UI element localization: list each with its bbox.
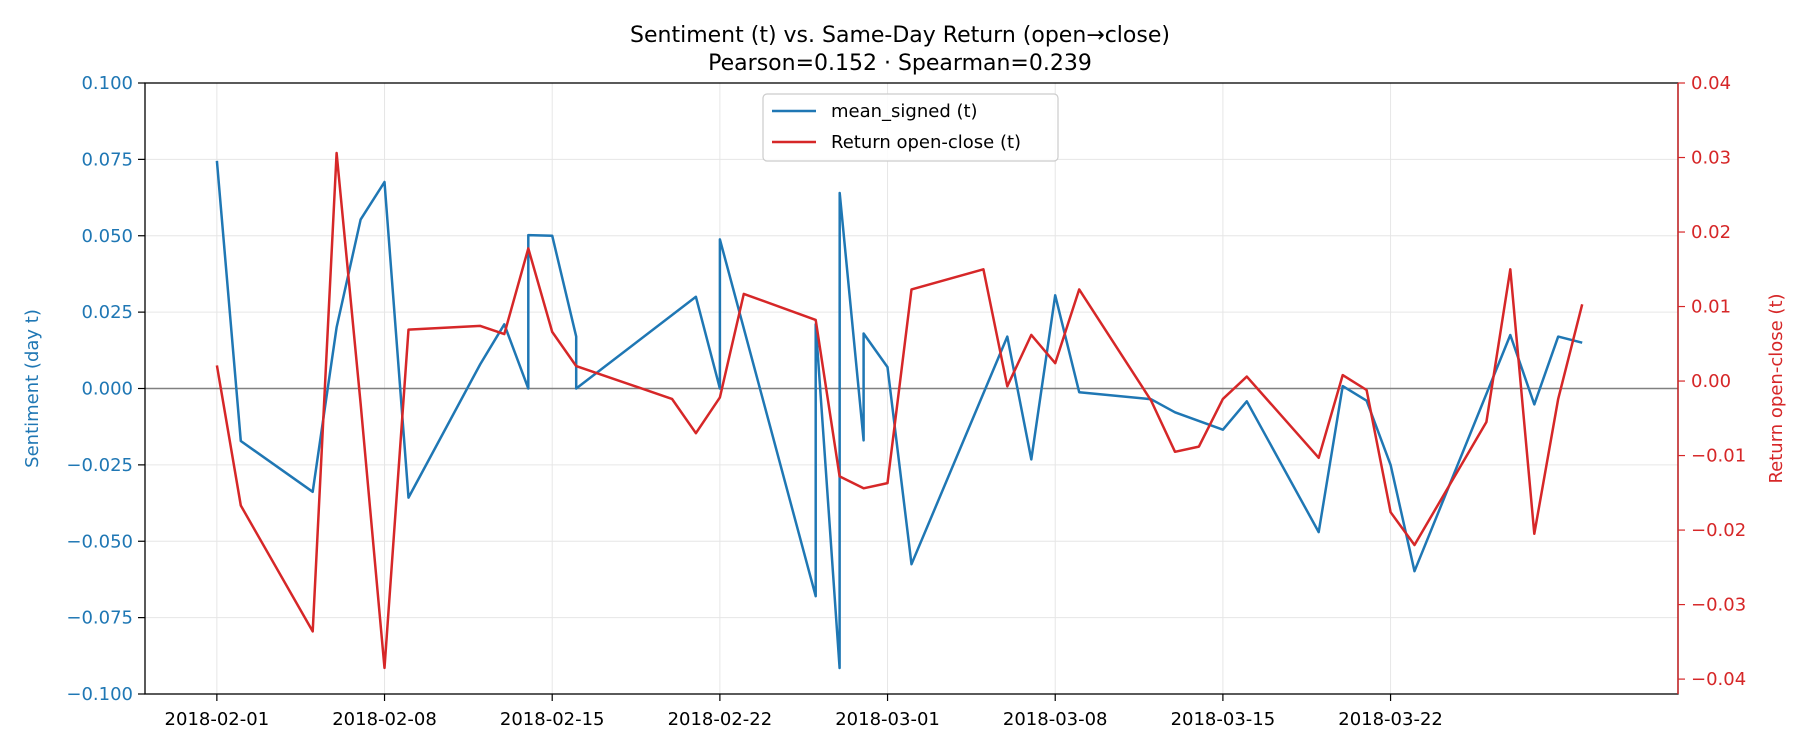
y-right-tick-label: −0.04 <box>1691 669 1746 690</box>
y-axis-right: 0.04 0.03 0.02 0.01 0.00 −0.01 −0.02 −0.03 −0.04 <box>1677 73 1746 694</box>
x-tick-label: 2018-03-22 <box>1338 709 1443 730</box>
y-left-tick-label: 0.050 <box>81 226 133 247</box>
x-tick-label: 2018-02-22 <box>668 709 773 730</box>
chart-subtitle: Pearson=0.152 · Spearman=0.239 <box>708 51 1092 76</box>
x-tick-label: 2018-03-08 <box>1003 709 1108 730</box>
y-right-tick-label: 0.00 <box>1691 371 1731 392</box>
series-return-line <box>215 151 1584 670</box>
chart-title: Sentiment (t) vs. Same-Day Return (open→… <box>630 23 1170 48</box>
y-left-tick-label: 0.075 <box>81 149 133 170</box>
x-tick-label: 2018-02-08 <box>332 709 437 730</box>
y-right-tick-label: 0.04 <box>1691 73 1731 94</box>
y-left-tick-label: −0.025 <box>66 455 133 476</box>
y-right-tick-label: 0.03 <box>1691 148 1731 169</box>
legend-label-return: Return open-close (t) <box>831 132 1021 153</box>
y-right-tick-label: 0.01 <box>1691 297 1731 318</box>
y-left-tick-label: −0.050 <box>66 531 133 552</box>
x-axis: 2018-02-01 2018-02-08 2018-02-15 2018-02-22… <box>165 694 1443 730</box>
series-sentiment-line <box>215 160 1583 670</box>
y-left-tick-label: −0.075 <box>66 608 133 629</box>
y-axis-right-label: Return open-close (t) <box>1766 293 1787 483</box>
y-left-tick-label: 0.025 <box>81 302 133 323</box>
y-left-tick-label: 0.000 <box>81 379 133 400</box>
legend-box <box>762 93 1059 162</box>
y-right-tick-label: −0.01 <box>1691 446 1746 467</box>
legend: mean_signed (t) Return open-close (t) <box>762 93 1059 162</box>
y-right-tick-label: −0.02 <box>1691 520 1746 541</box>
y-left-tick-label: 0.100 <box>81 73 133 94</box>
x-tick-label: 2018-03-01 <box>835 709 940 730</box>
x-tick-label: 2018-02-15 <box>500 709 605 730</box>
legend-label-sentiment: mean_signed (t) <box>831 101 978 122</box>
y-axis-left-label: Sentiment (day t) <box>22 309 43 468</box>
y-axis-left: 0.100 0.075 0.050 0.025 0.000 −0.025 −0.050 −0.… <box>66 73 145 705</box>
x-tick-label: 2018-03-15 <box>1171 709 1276 730</box>
y-right-tick-label: 0.02 <box>1691 222 1731 243</box>
x-tick-label: 2018-02-01 <box>165 709 270 730</box>
y-left-tick-label: −0.100 <box>66 684 133 705</box>
y-right-tick-label: −0.03 <box>1691 595 1746 616</box>
series-layer <box>215 151 1584 670</box>
